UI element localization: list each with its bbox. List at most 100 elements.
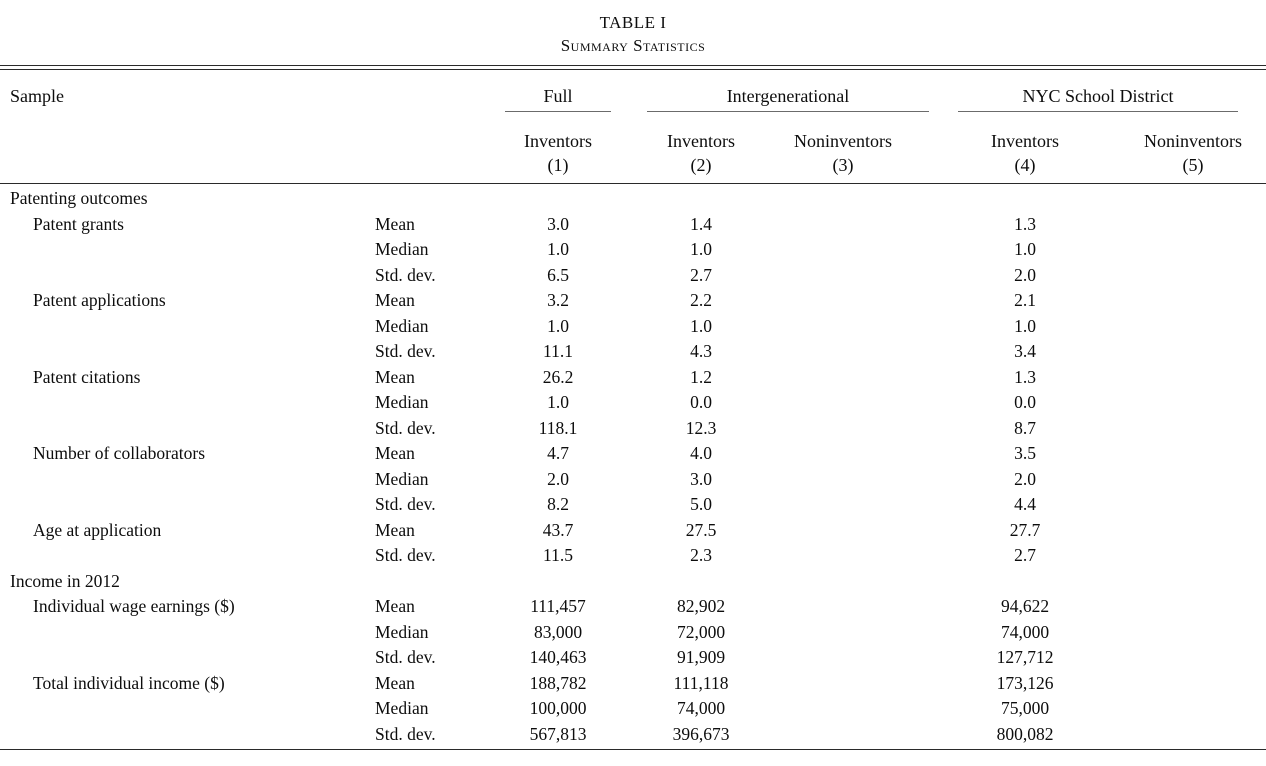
value-col-1: 2.0 [547,468,569,489]
stat-label: Median [375,468,429,489]
table-row: Patent citations Mean 26.2 1.2 1.3 [0,365,1266,391]
value-col-5 [1120,314,1266,340]
value-col-5 [1120,212,1266,238]
value-col-3 [756,620,930,646]
value-col-3 [756,569,930,595]
value-col-1: 111,457 [530,596,586,616]
column-header-row: Inventors (1) Inventors (2) Noninventors… [0,120,1266,183]
value-col-5 [1120,390,1266,416]
value-col-2: 27.5 [685,519,717,540]
row-label [0,339,375,365]
value-col-4: 2.0 [1014,468,1036,489]
section-row: Patenting outcomes [0,186,1266,212]
stat-label: Std. dev. [375,341,436,361]
value-col-1: 3.0 [547,213,569,234]
value-col-2: 111,118 [673,672,729,693]
table-row: Median 1.0 1.0 1.0 [0,237,1266,263]
value-col-3 [756,186,930,212]
value-col-5 [1120,365,1266,391]
value-col-3 [756,543,930,569]
value-col-3 [756,212,930,238]
stat-label: Mean [375,596,415,616]
row-label [0,263,375,289]
column-header-spacer [0,120,470,183]
value-col-1: 567,813 [529,723,587,744]
stat-label: Median [375,239,429,259]
table-row: Patent applications Mean 3.2 2.2 2.1 [0,288,1266,314]
value-col-2: 91,909 [676,647,726,667]
value-col-5 [1120,441,1266,467]
row-label [0,722,375,748]
value-col-5 [1120,518,1266,544]
group-intergenerational-label: Intergenerational [726,86,850,106]
value-col-5 [1120,467,1266,493]
value-col-5 [1120,186,1266,212]
value-col-1: 26.2 [542,366,574,387]
table-title: TABLE I [599,13,667,32]
value-col-4: 173,126 [996,672,1054,693]
row-label: Age at application [33,519,162,540]
value-col-2: 1.0 [690,239,712,259]
column-header-5-name: Noninventors [1144,131,1242,151]
row-label [0,416,375,442]
row-label [0,314,375,340]
value-col-2: 2.3 [690,545,712,565]
row-label [0,645,375,671]
value-col-1: 1.0 [547,392,569,412]
table-body: Patenting outcomes Patent grants Mean 3.0 1.… [0,183,1266,750]
value-col-4: 27.7 [1009,519,1041,540]
row-label [0,390,375,416]
value-col-1: 4.7 [547,443,569,463]
table-subtitle: Summary Statistics [560,36,706,55]
value-col-1: 1.0 [547,239,569,259]
stat-label: Mean [375,366,415,387]
table-row: Age at application Mean 43.7 27.5 27.7 [0,518,1266,544]
value-col-1: 118.1 [538,417,578,438]
value-col-4: 1.3 [1014,366,1036,387]
stat-label: Median [375,392,429,412]
value-col-5 [1120,696,1266,722]
value-col-5 [1120,263,1266,289]
row-label [0,237,375,263]
value-col-2: 1.0 [690,315,712,336]
value-col-3 [756,441,930,467]
column-header-2-name: Inventors [667,131,735,151]
table-row: Median 1.0 1.0 1.0 [0,314,1266,340]
value-col-3 [756,518,930,544]
value-col-3 [756,492,930,518]
group-nyc-school-district-underline [958,111,1238,112]
row-label: Patenting outcomes [10,188,148,208]
row-label: Patent applications [33,290,166,310]
value-col-1: 11.1 [543,341,573,361]
stat-label [375,186,470,212]
column-header-1-number: (1) [547,155,569,175]
column-header-5-number: (5) [1182,155,1204,175]
value-col-4: 1.0 [1014,239,1036,259]
stat-label: Median [375,698,429,718]
value-col-3 [756,645,930,671]
value-col-3 [756,263,930,289]
stat-label: Std. dev. [375,723,436,744]
stat-label: Median [375,621,429,642]
table-row: Median 2.0 3.0 2.0 [0,467,1266,493]
stat-label: Mean [375,213,415,234]
row-label [0,492,375,518]
value-col-3 [756,314,930,340]
value-col-1: 1.0 [547,315,569,336]
value-col-3 [756,365,930,391]
value-col-1 [470,186,646,212]
column-header-4-name: Inventors [991,131,1059,151]
value-col-2: 72,000 [676,621,726,642]
group-full-label: Full [543,86,573,106]
group-intergenerational-underline [647,111,929,112]
value-col-3 [756,416,930,442]
value-col-1: 11.5 [543,545,573,565]
value-col-4: 94,622 [1000,596,1050,616]
row-label: Patent citations [33,366,141,387]
stat-label: Median [375,315,429,336]
row-label: Number of collaborators [33,443,206,463]
value-col-2: 1.4 [690,213,712,234]
value-col-1: 8.2 [547,494,569,514]
stat-label: Mean [375,290,415,310]
